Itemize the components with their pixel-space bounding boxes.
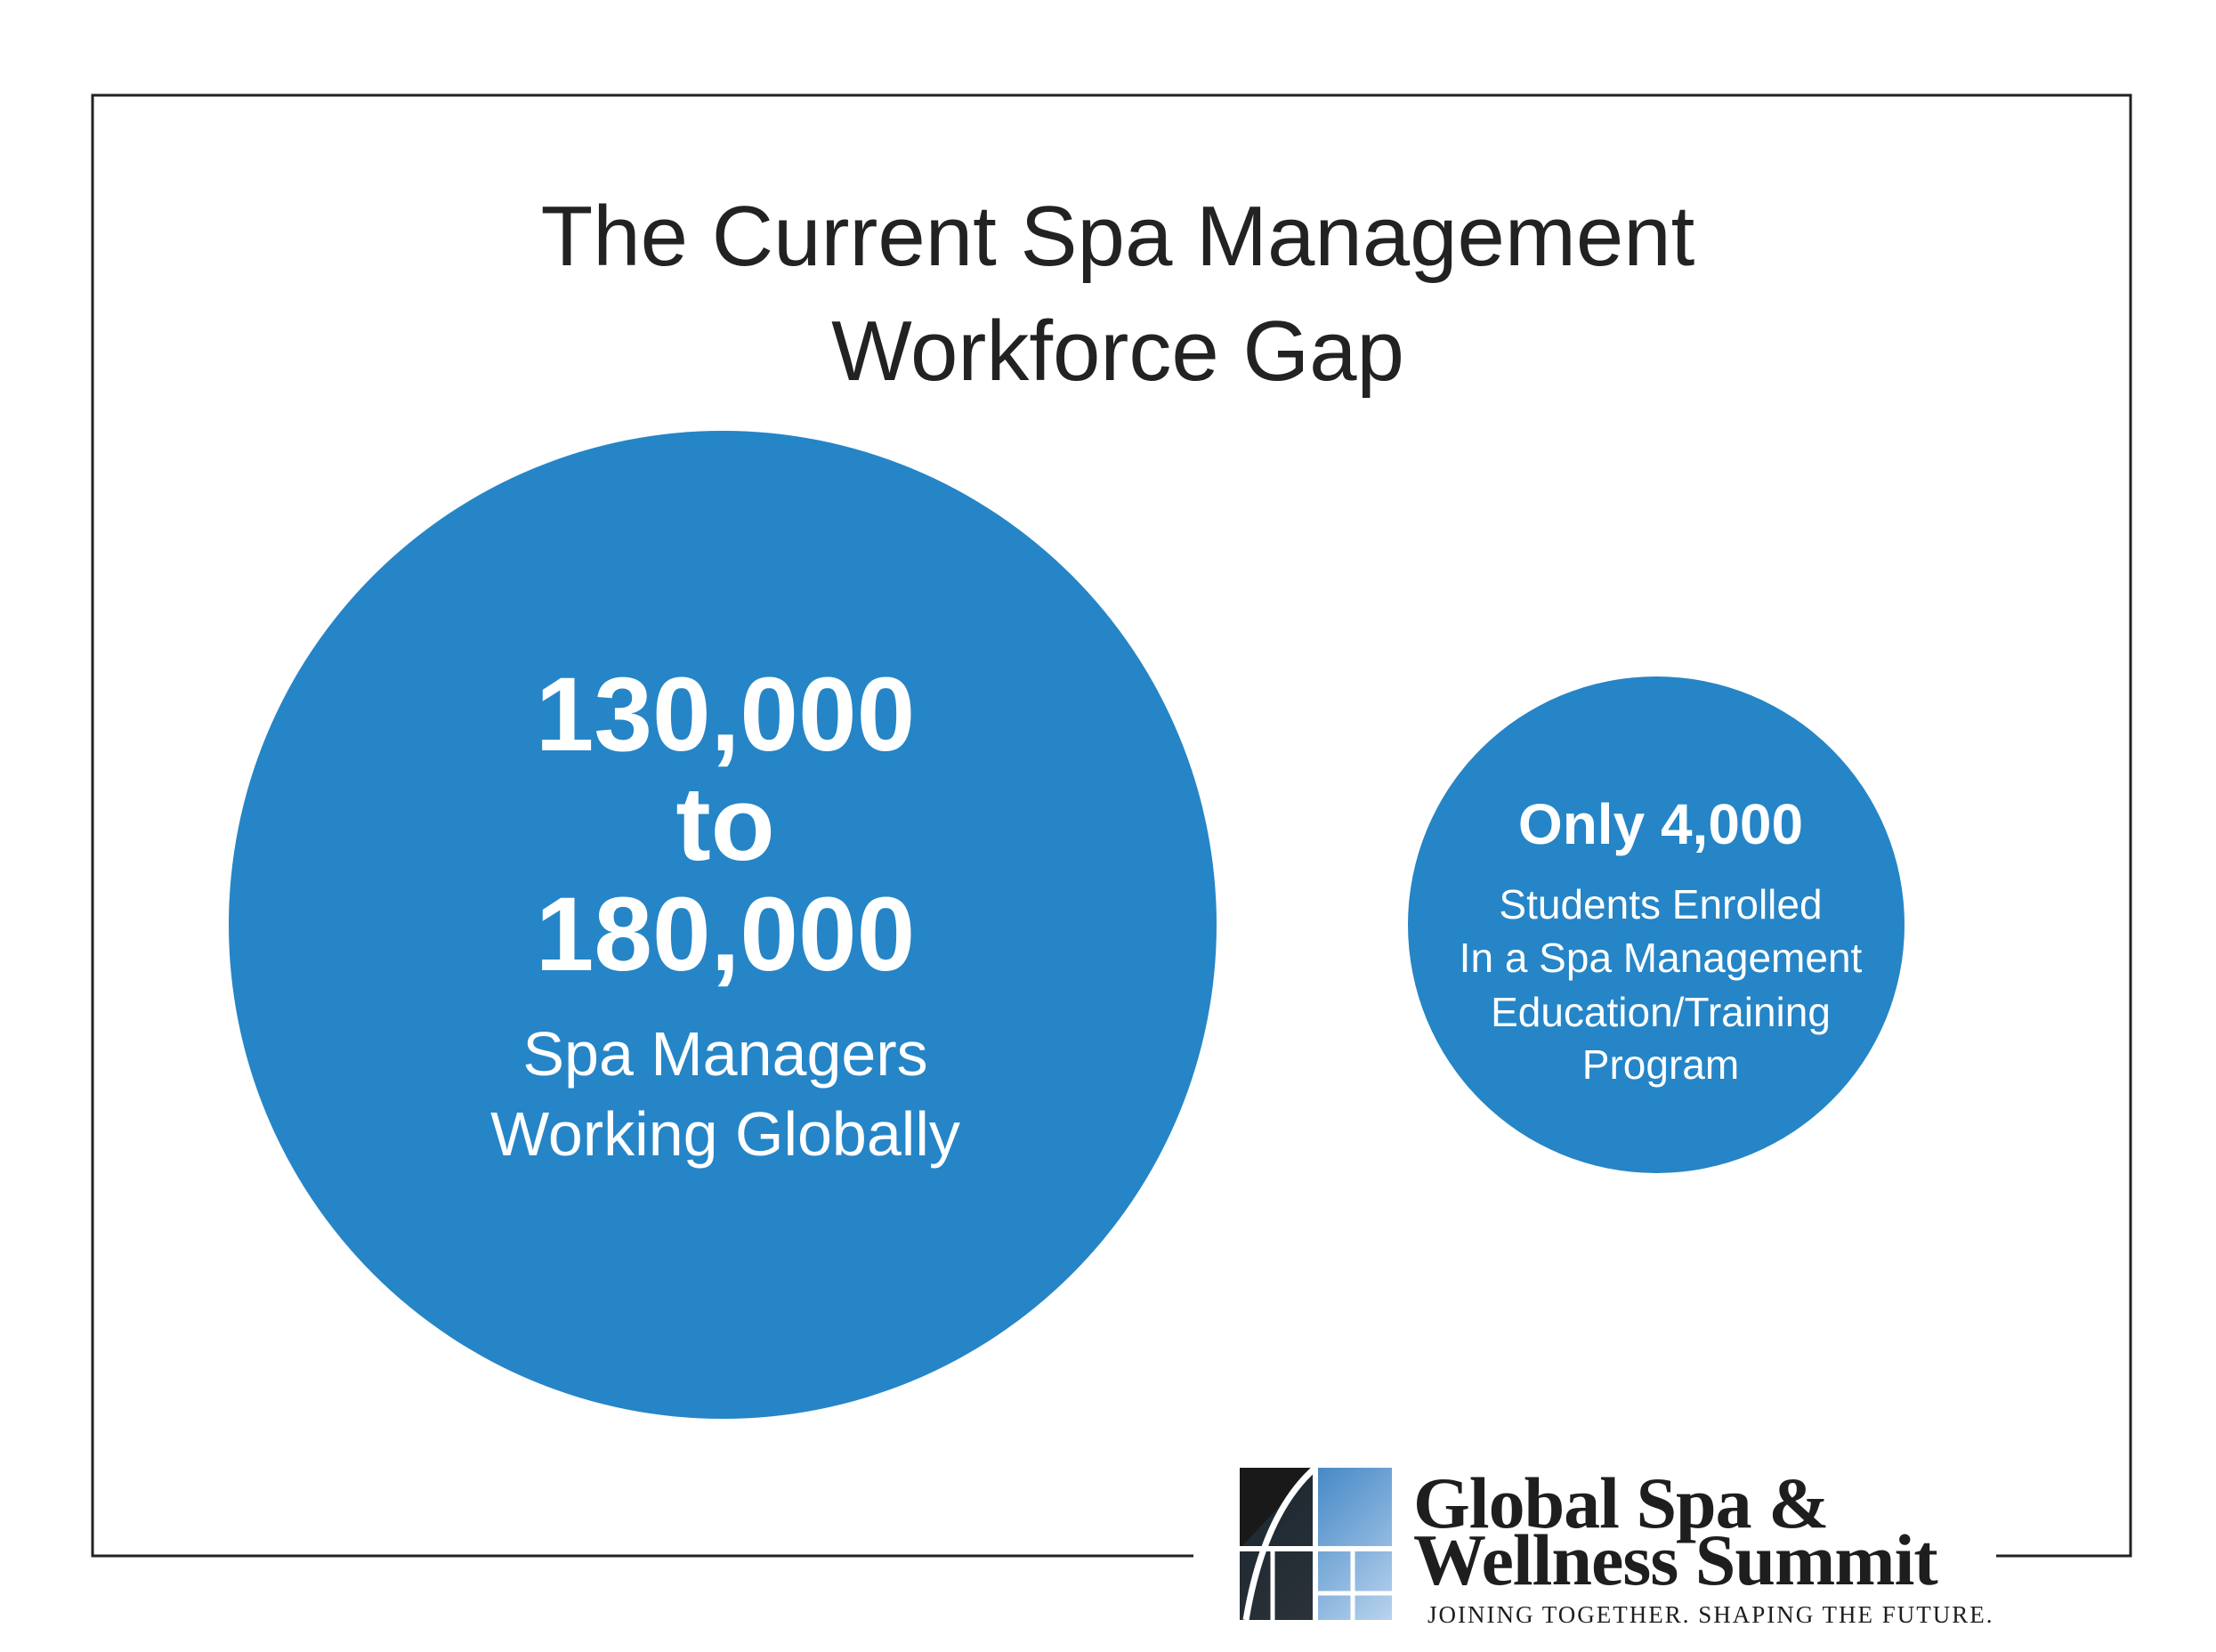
logo-tagline: JOINING TOGETHER. SHAPING THE FUTURE. <box>1427 1601 1994 1628</box>
title-line: The Current Spa Management <box>541 189 1695 284</box>
figure-line: 180,000 <box>536 876 916 993</box>
caption-line: Education/Training <box>1491 989 1831 1035</box>
figure-line: to <box>675 765 774 883</box>
logo-name: Wellness Summit <box>1413 1519 1937 1600</box>
logo-name: Global Spa & <box>1413 1462 1828 1543</box>
title-line: Workforce Gap <box>831 304 1404 399</box>
caption-line: Working Globally <box>490 1099 960 1169</box>
frame <box>91 93 2132 1558</box>
caption-line: Program <box>1582 1041 1739 1088</box>
caption-line: In a Spa Management <box>1460 935 1863 981</box>
caption-line: Spa Managers <box>522 1019 927 1089</box>
logo-icon <box>1240 1465 1392 1621</box>
small-circle <box>1408 676 1905 1173</box>
caption-line: Students Enrolled <box>1499 881 1822 927</box>
figure-line: Only 4,000 <box>1518 792 1803 856</box>
large-circle <box>229 431 1217 1419</box>
figure-line: 130,000 <box>536 656 916 773</box>
